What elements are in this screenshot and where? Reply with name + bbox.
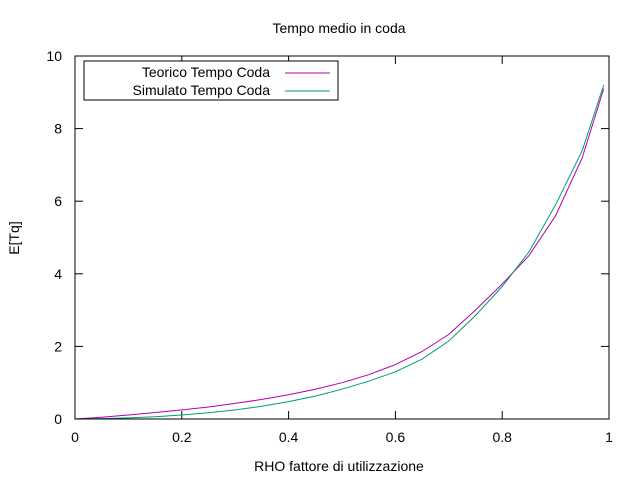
series-line-teorico	[74, 88, 605, 420]
x-axis-ticks: 0 0.2 0.4 0.6 0.8 1	[71, 56, 613, 445]
legend-box	[83, 60, 339, 101]
legend: Teorico Tempo Coda Simulato Tempo Coda	[83, 60, 339, 101]
y-tick-label: 10	[46, 48, 62, 64]
x-tick-label: 0.6	[386, 429, 406, 445]
series-line-simulato	[74, 84, 605, 420]
x-axis-title: RHO fattore di utilizzazione	[254, 458, 424, 474]
y-tick-label: 4	[54, 266, 62, 282]
y-tick-label: 0	[54, 411, 62, 427]
y-tick-label: 8	[54, 121, 62, 137]
legend-label-simulato: Simulato Tempo Coda	[133, 82, 271, 98]
x-tick-label: 0.2	[172, 429, 192, 445]
x-tick-label: 0	[71, 429, 79, 445]
x-tick-label: 0.8	[492, 429, 512, 445]
plot-frame	[74, 55, 610, 420]
y-axis-ticks: 0 2 4 6 8 10	[46, 48, 609, 427]
y-tick-label: 6	[54, 193, 62, 209]
x-tick-label: 1	[605, 429, 613, 445]
chart-title: Tempo medio in coda	[272, 20, 405, 36]
x-tick-label: 0.4	[279, 429, 299, 445]
legend-label-teorico: Teorico Tempo Coda	[142, 64, 270, 80]
y-tick-label: 2	[54, 338, 62, 354]
y-axis-title: E[Tq]	[6, 221, 22, 254]
series-layer	[74, 84, 605, 420]
